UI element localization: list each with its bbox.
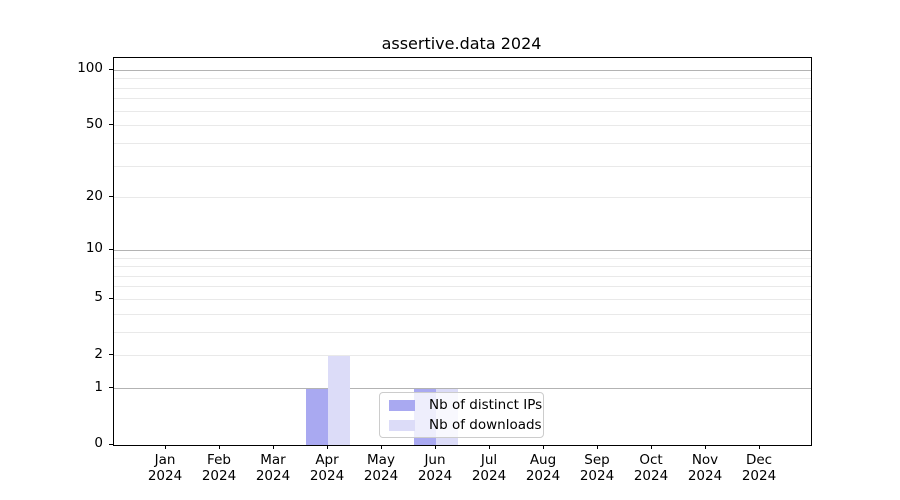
y-tick-mark — [109, 248, 113, 250]
gridline-minor — [114, 332, 811, 333]
y-tick-label: 50 — [85, 115, 103, 132]
legend-swatch — [389, 419, 415, 431]
y-tick-mark — [109, 297, 113, 300]
legend-row: Nb of downloads — [389, 417, 543, 433]
gridline-major — [114, 388, 811, 389]
x-tick-label: Feb 2024 — [189, 452, 249, 484]
legend-label: Nb of distinct IPs — [429, 397, 543, 413]
x-tick-label-year: 2024 — [687, 468, 723, 484]
x-tick-mark — [704, 445, 706, 449]
gridline-minor — [114, 125, 811, 126]
gridline-minor — [114, 166, 811, 167]
bar-downloads-apr — [328, 355, 350, 445]
chart-title: assertive.data 2024 — [381, 34, 542, 53]
y-tick-mark — [109, 387, 113, 389]
x-tick-label-year: 2024 — [417, 468, 453, 484]
gridline-minor — [114, 266, 811, 267]
y-tick-label: 5 — [94, 289, 103, 306]
gridline-minor — [114, 98, 811, 99]
legend-label: Nb of downloads — [429, 417, 542, 433]
gridline-minor — [114, 314, 811, 315]
x-tick-label: Jun 2024 — [405, 452, 465, 484]
gridline-major — [114, 70, 811, 71]
x-tick-label: Jan 2024 — [135, 452, 195, 484]
x-tick-label-month: Mar — [260, 452, 286, 468]
x-tick-label: Jul 2024 — [459, 452, 519, 484]
legend: Nb of distinct IPs Nb of downloads — [379, 392, 544, 438]
x-tick-label-year: 2024 — [525, 468, 561, 484]
gridline-minor — [114, 88, 811, 89]
x-tick-label-year: 2024 — [741, 468, 777, 484]
legend-swatch — [389, 399, 415, 411]
y-tick-mark — [109, 354, 113, 356]
gridline-minor — [114, 143, 811, 144]
x-tick-label-month: Feb — [207, 452, 231, 468]
x-tick-label-month: Jun — [424, 452, 446, 468]
y-tick-label: 1 — [94, 378, 103, 395]
gridline-minor — [114, 276, 811, 277]
y-tick-label: 0 — [94, 435, 103, 451]
x-tick-label-month: Aug — [529, 452, 557, 468]
plot-area: Nb of distinct IPs Nb of downloads — [113, 57, 812, 446]
gridline-minor — [114, 258, 811, 259]
x-tick-label-year: 2024 — [201, 468, 237, 484]
gridline-minor — [114, 111, 811, 112]
bar-distinct-ips-apr — [306, 388, 328, 445]
x-tick-mark — [596, 445, 598, 449]
y-tick-label: 100 — [77, 60, 103, 77]
x-tick-label-month: Jul — [480, 452, 498, 468]
y-tick-mark — [109, 124, 113, 126]
x-tick-mark — [488, 445, 490, 449]
x-tick-label-year: 2024 — [363, 468, 399, 484]
x-tick-label-year: 2024 — [633, 468, 669, 484]
x-tick-mark — [434, 445, 436, 449]
x-tick-label-month: Nov — [691, 452, 719, 468]
x-tick-mark — [380, 445, 382, 449]
x-tick-mark — [164, 445, 166, 449]
x-tick-label-month: Apr — [315, 452, 339, 468]
x-tick-label-month: Dec — [745, 452, 773, 468]
x-tick-label-year: 2024 — [471, 468, 507, 484]
x-tick-mark — [542, 445, 544, 449]
y-tick-mark — [109, 443, 113, 445]
x-tick-label: Apr 2024 — [297, 452, 357, 484]
x-tick-label-year: 2024 — [147, 468, 183, 484]
x-tick-mark — [758, 445, 760, 449]
x-tick-mark — [326, 445, 328, 449]
x-tick-label: May 2024 — [351, 452, 411, 484]
y-tick-mark — [109, 196, 113, 198]
gridline-minor — [114, 355, 811, 356]
y-tick-label: 20 — [85, 187, 103, 204]
y-tick-label: 10 — [85, 240, 103, 257]
x-tick-label-month: Jan — [154, 452, 176, 468]
x-tick-label-month: Oct — [639, 452, 663, 468]
gridline-major — [114, 250, 811, 251]
x-tick-label: Nov 2024 — [675, 452, 735, 484]
gridline-minor — [114, 286, 811, 287]
x-tick-mark — [218, 445, 220, 449]
y-tick-mark — [109, 68, 113, 70]
y-tick-label: 2 — [94, 345, 103, 362]
x-tick-label: Mar 2024 — [243, 452, 303, 484]
gridline-minor — [114, 78, 811, 79]
gridline-minor — [114, 197, 811, 198]
x-tick-label: Aug 2024 — [513, 452, 573, 484]
x-tick-mark — [650, 445, 652, 449]
x-tick-label-month: May — [367, 452, 395, 468]
x-tick-label-year: 2024 — [579, 468, 615, 484]
x-tick-label-year: 2024 — [309, 468, 345, 484]
x-tick-label-year: 2024 — [255, 468, 291, 484]
gridline-minor — [114, 299, 811, 300]
x-tick-label: Oct 2024 — [621, 452, 681, 484]
x-tick-label: Sep 2024 — [567, 452, 627, 484]
x-tick-mark — [272, 445, 274, 449]
legend-row: Nb of distinct IPs — [389, 397, 543, 413]
x-tick-label: Dec 2024 — [729, 452, 789, 484]
x-tick-label-month: Sep — [584, 452, 610, 468]
